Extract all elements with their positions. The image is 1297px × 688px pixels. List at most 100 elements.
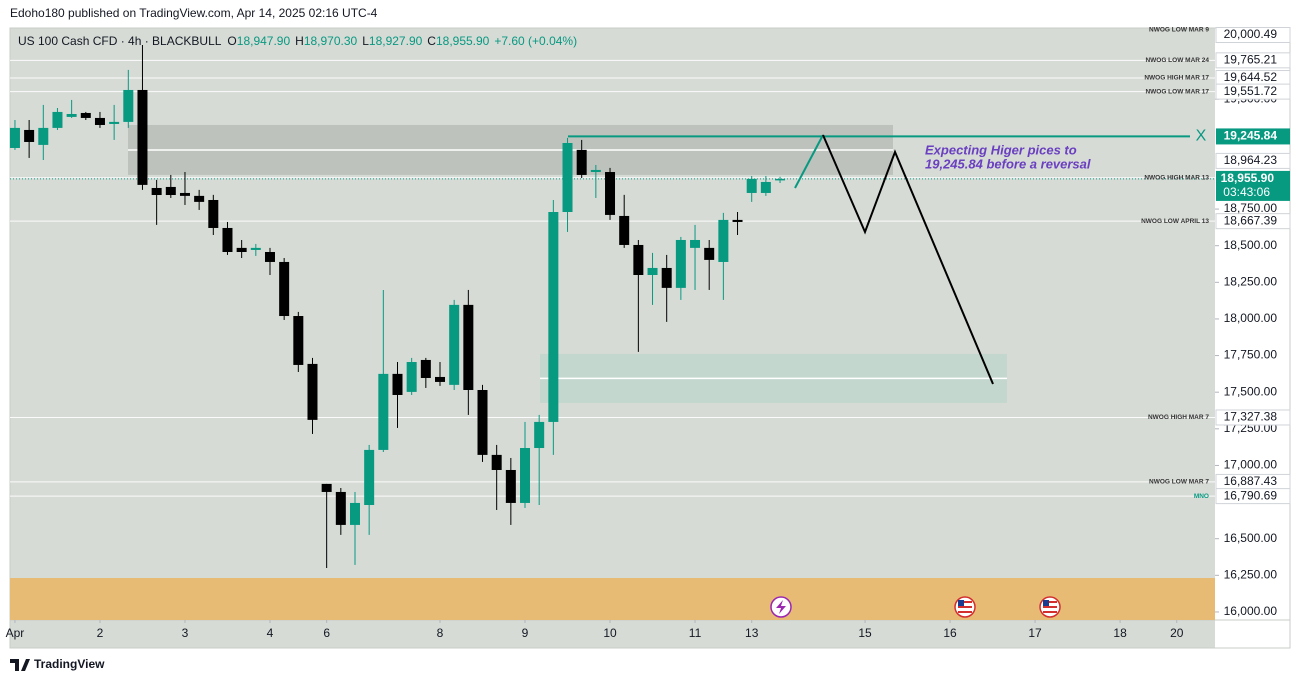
target-marker: X (1196, 128, 1207, 145)
candle-body (236, 247, 247, 252)
price-label-box (1215, 27, 1291, 43)
x-tick-label: 13 (745, 626, 759, 640)
candle-body (165, 186, 176, 196)
candle-body (349, 502, 360, 525)
level-price-label: 19,644.52 (1224, 70, 1278, 84)
annotation: Expecting Higer pices to (925, 142, 1077, 157)
x-tick-label: 2 (97, 626, 104, 640)
x-tick-label: 15 (858, 626, 872, 640)
annotation: 19,245.84 before a reversal (925, 156, 1091, 171)
candle-body (463, 304, 474, 390)
level-name: NWOG HIGH MAR 13 (1144, 174, 1209, 181)
candle-body (250, 247, 261, 250)
candle-body (746, 178, 757, 193)
legend-l: 18,927.90 (369, 34, 423, 48)
candle-body (208, 199, 219, 228)
level-price-label: 19,551.72 (1224, 84, 1278, 98)
candle-body (151, 187, 162, 196)
x-tick-label: 20 (1170, 626, 1184, 640)
y-tick-label: 16,000.00 (1224, 604, 1278, 618)
x-tick-label: Apr (6, 626, 25, 640)
canton (1043, 600, 1049, 606)
price-label-box (1215, 488, 1291, 505)
byline: Edoho180 published on TradingView.com, A… (10, 6, 378, 20)
level-price-label: 17,327.38 (1224, 410, 1278, 424)
brand-logo (10, 659, 30, 671)
price-label-box (1215, 83, 1291, 100)
level-price-label: 16,887.43 (1224, 474, 1278, 488)
candle-body (491, 454, 502, 470)
x-tick-label: 16 (943, 626, 957, 640)
level-name: MNO (1194, 493, 1209, 500)
flag-icon[interactable] (954, 596, 976, 618)
legend-change: +7.60 (+0.04%) (494, 34, 577, 48)
legend-c-label: C (427, 34, 436, 48)
legend-h-label: H (295, 34, 304, 48)
candle-body (477, 389, 488, 455)
candle-body (718, 219, 729, 262)
x-tick-label: 8 (437, 626, 444, 640)
plot-pane (10, 28, 1215, 648)
candle-body (675, 239, 686, 288)
projection-path (822, 134, 994, 385)
level-name: NWOG LOW MAR 17 (1145, 88, 1209, 95)
brand-name: TradingView (34, 657, 105, 671)
candle-body (137, 89, 148, 185)
candle-body (633, 244, 644, 275)
candle-body (449, 304, 460, 385)
candle-body (605, 172, 616, 215)
price-label-box (1215, 152, 1291, 169)
target-price-label: 19,245.84 (1224, 129, 1278, 143)
candle-body (505, 469, 516, 503)
x-tick-label: 18 (1113, 626, 1127, 640)
candle-body (775, 178, 786, 181)
y-tick-label: 16,500.00 (1224, 531, 1278, 545)
x-tick-label: 3 (182, 626, 189, 640)
y-tick-label: 18,250.00 (1224, 274, 1278, 288)
brand: TradingView (10, 657, 105, 671)
y-tick-label: 18,750.00 (1224, 201, 1278, 215)
stripe (1043, 601, 1057, 603)
candle-body (94, 117, 105, 125)
candle-body (335, 491, 346, 525)
y-tick-label: 17,000.00 (1224, 458, 1278, 472)
candle-body (690, 239, 701, 248)
candle-body (52, 111, 63, 128)
price-label-box (1215, 213, 1291, 230)
candle-body (307, 363, 318, 420)
flag-icon[interactable] (1039, 596, 1061, 618)
legend-o-label: O (227, 34, 236, 48)
countdown: 03:43:06 (1223, 185, 1270, 199)
x-tick-label: 4 (267, 626, 274, 640)
level-name: NWOG LOW MAR 24 (1145, 57, 1209, 64)
price-label-box (1215, 52, 1291, 69)
candle-body (293, 316, 304, 365)
candle-body (194, 195, 205, 202)
legend-l-label: L (362, 34, 369, 48)
candle-body (179, 192, 190, 196)
candle-body (24, 129, 35, 142)
candle-body (364, 449, 375, 505)
legend-c: 18,955.90 (436, 34, 490, 48)
x-tick-label: 10 (603, 626, 617, 640)
y-tick-label: 18,000.00 (1224, 311, 1278, 325)
level-price-label: 19,765.21 (1224, 53, 1278, 67)
candle-body (548, 212, 559, 422)
candle-body (38, 127, 49, 145)
candle-body (109, 121, 120, 124)
candle-body (9, 127, 20, 148)
symbol-legend: US 100 Cash CFD · 4h · BLACKBULL (18, 34, 222, 48)
candle-body (420, 359, 431, 378)
level-name: NWOG HIGH MAR 17 (1144, 75, 1209, 82)
x-tick-label: 11 (689, 626, 702, 640)
candle-body (647, 267, 658, 275)
y-tick-label: 17,750.00 (1224, 348, 1278, 362)
price-label-box (1215, 409, 1291, 426)
candle-body (704, 247, 715, 260)
level-price-label: 20,000.49 (1224, 27, 1278, 41)
level-price-label: 16,790.69 (1224, 488, 1278, 502)
level-price-label: 18,964.23 (1224, 153, 1278, 167)
lightning (776, 600, 786, 614)
candle-body (321, 483, 332, 492)
